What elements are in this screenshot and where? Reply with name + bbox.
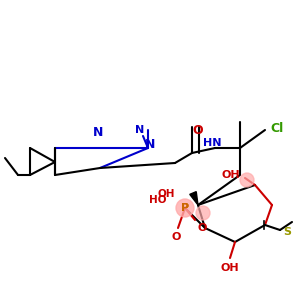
Polygon shape — [190, 192, 198, 205]
Text: N: N — [145, 139, 155, 152]
Text: P: P — [181, 203, 189, 213]
Text: O: O — [171, 232, 181, 242]
Text: HO: HO — [149, 195, 167, 205]
Circle shape — [196, 206, 210, 220]
Text: OH: OH — [221, 263, 239, 273]
Text: O: O — [197, 223, 206, 233]
Text: Cl: Cl — [270, 122, 283, 134]
Text: N: N — [93, 127, 103, 140]
Circle shape — [176, 199, 194, 217]
Circle shape — [240, 173, 254, 187]
Text: N: N — [135, 125, 145, 135]
Text: S: S — [283, 227, 291, 237]
Text: HN: HN — [203, 138, 221, 148]
Text: OH: OH — [221, 170, 240, 180]
Text: P: P — [181, 203, 189, 213]
Text: O: O — [193, 124, 203, 136]
Text: OH: OH — [158, 189, 175, 199]
